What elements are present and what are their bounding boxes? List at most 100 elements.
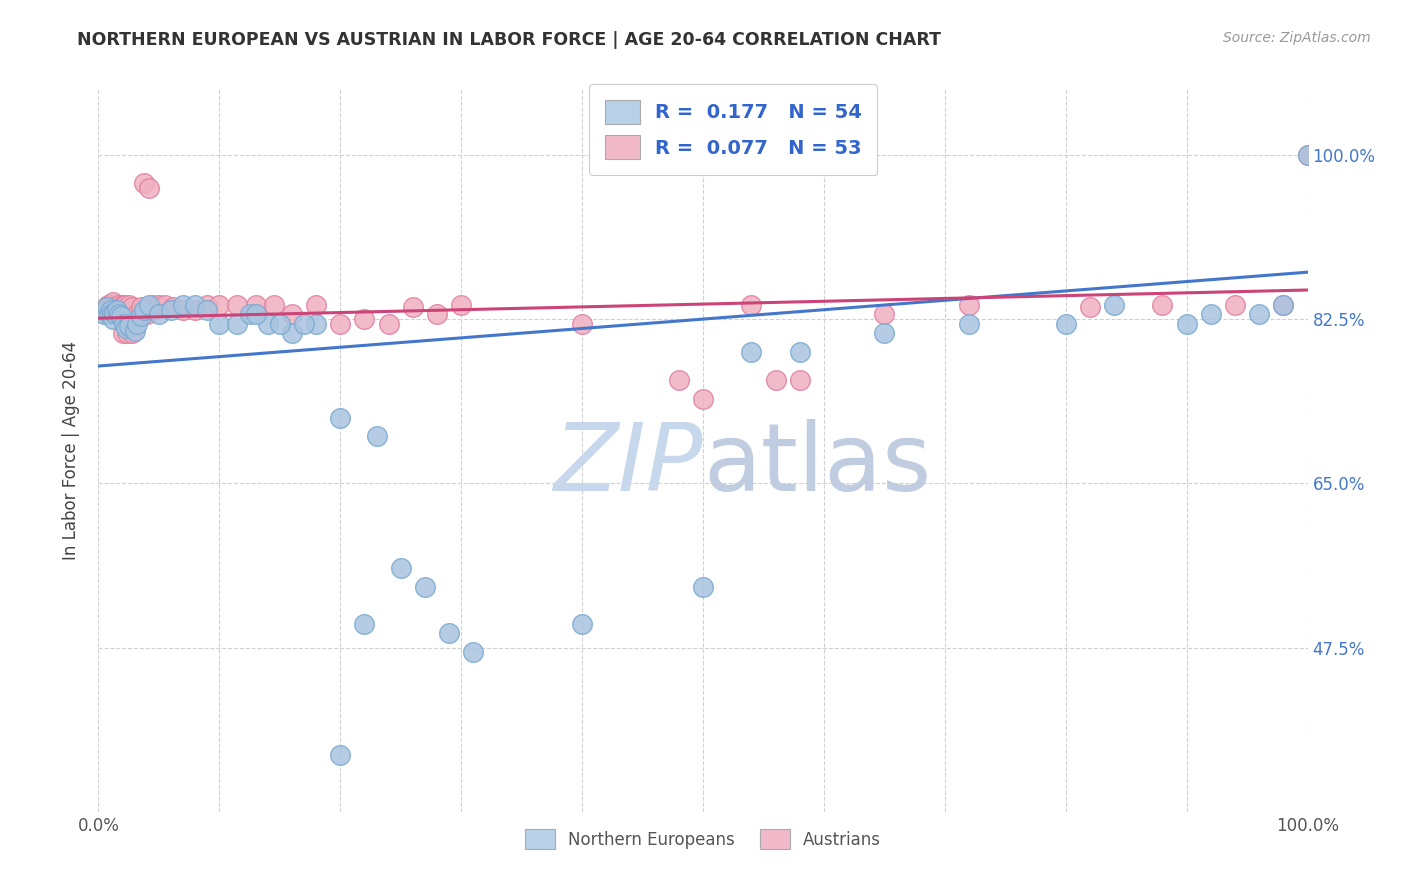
- Point: [97, 298, 120, 312]
- Point: [148, 298, 170, 312]
- Point: [114, 298, 136, 312]
- Point: [121, 300, 143, 314]
- Point: [1272, 298, 1295, 312]
- Point: [148, 307, 170, 321]
- Point: [668, 373, 690, 387]
- Point: [263, 298, 285, 312]
- Point: [108, 302, 131, 317]
- Point: [765, 373, 787, 387]
- Point: [111, 326, 134, 341]
- Point: [208, 298, 231, 312]
- Point: [740, 298, 762, 312]
- Point: [134, 176, 156, 190]
- Point: [1296, 148, 1319, 162]
- Point: [437, 626, 460, 640]
- Point: [127, 307, 149, 321]
- Point: [118, 318, 141, 333]
- Point: [172, 298, 194, 312]
- Point: [112, 317, 135, 331]
- Point: [124, 324, 146, 338]
- Point: [101, 295, 124, 310]
- Point: [269, 317, 291, 331]
- Point: [281, 326, 304, 341]
- Point: [1054, 317, 1077, 331]
- Point: [135, 307, 157, 321]
- Text: Source: ZipAtlas.com: Source: ZipAtlas.com: [1223, 31, 1371, 45]
- Point: [873, 307, 896, 321]
- Point: [1272, 298, 1295, 312]
- Point: [1175, 317, 1198, 331]
- Point: [104, 300, 127, 314]
- Point: [142, 298, 165, 312]
- Point: [1199, 307, 1222, 321]
- Point: [134, 302, 156, 317]
- Text: NORTHERN EUROPEAN VS AUSTRIAN IN LABOR FORCE | AGE 20-64 CORRELATION CHART: NORTHERN EUROPEAN VS AUSTRIAN IN LABOR F…: [77, 31, 942, 49]
- Point: [256, 317, 278, 331]
- Point: [121, 326, 143, 341]
- Point: [571, 317, 593, 331]
- Point: [184, 302, 207, 317]
- Point: [100, 298, 122, 312]
- Point: [1223, 298, 1246, 312]
- Point: [329, 410, 352, 425]
- Point: [450, 298, 472, 312]
- Point: [160, 302, 183, 317]
- Point: [129, 300, 152, 314]
- Point: [740, 345, 762, 359]
- Point: [873, 326, 896, 341]
- Point: [402, 300, 425, 314]
- Text: atlas: atlas: [703, 419, 931, 511]
- Point: [91, 304, 114, 318]
- Point: [103, 305, 125, 319]
- Point: [692, 392, 714, 406]
- Point: [117, 326, 139, 341]
- Legend: Northern Europeans, Austrians: Northern Europeans, Austrians: [516, 821, 890, 857]
- Point: [195, 298, 218, 312]
- Text: ZIP: ZIP: [554, 419, 703, 510]
- Point: [329, 748, 352, 763]
- Point: [1102, 298, 1125, 312]
- Point: [115, 321, 138, 335]
- Point: [172, 302, 194, 317]
- Point: [1296, 148, 1319, 162]
- Point: [239, 307, 262, 321]
- Point: [789, 373, 811, 387]
- Point: [153, 298, 176, 312]
- Point: [226, 298, 249, 312]
- Point: [108, 307, 131, 321]
- Point: [426, 307, 449, 321]
- Point: [107, 298, 129, 312]
- Point: [105, 302, 128, 317]
- Y-axis label: In Labor Force | Age 20-64: In Labor Force | Age 20-64: [62, 341, 80, 560]
- Point: [292, 317, 315, 331]
- Point: [305, 317, 328, 331]
- Point: [245, 307, 267, 321]
- Point: [138, 298, 160, 312]
- Point: [162, 300, 184, 314]
- Point: [353, 312, 375, 326]
- Point: [127, 317, 149, 331]
- Point: [789, 345, 811, 359]
- Point: [111, 298, 134, 312]
- Point: [1152, 298, 1174, 312]
- Point: [129, 310, 152, 324]
- Point: [94, 300, 117, 314]
- Point: [96, 300, 118, 314]
- Point: [377, 317, 399, 331]
- Point: [208, 317, 231, 331]
- Point: [389, 560, 412, 574]
- Point: [571, 617, 593, 632]
- Point: [329, 317, 352, 331]
- Point: [100, 307, 122, 321]
- Point: [118, 298, 141, 312]
- Point: [413, 580, 436, 594]
- Point: [305, 298, 328, 312]
- Point: [93, 307, 115, 321]
- Point: [184, 298, 207, 312]
- Point: [281, 307, 304, 321]
- Point: [101, 312, 124, 326]
- Point: [195, 302, 218, 317]
- Point: [100, 302, 122, 317]
- Point: [1078, 300, 1101, 314]
- Point: [463, 645, 485, 659]
